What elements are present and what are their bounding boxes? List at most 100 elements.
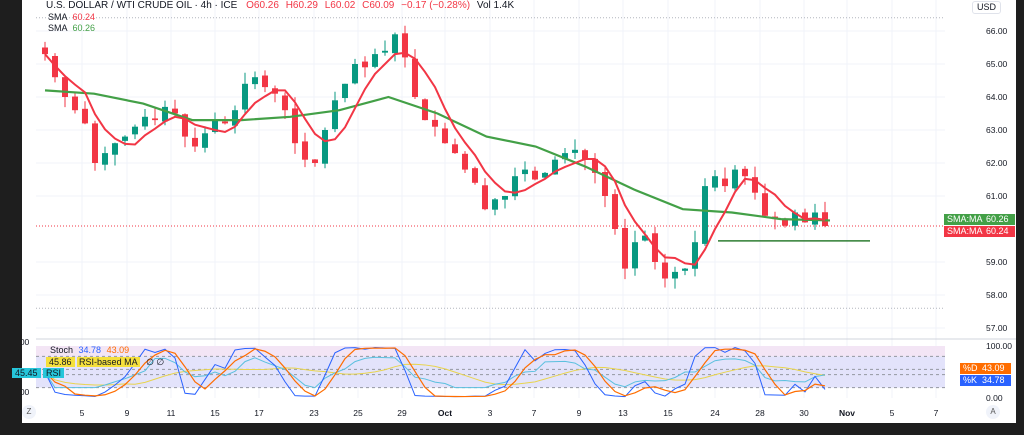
candle-body: [572, 149, 578, 153]
candle-body: [362, 61, 368, 68]
candle-body: [262, 75, 268, 88]
rsi-line: [44, 356, 826, 389]
candle-body: [152, 118, 158, 121]
d-tag-value: 43.09: [979, 363, 1011, 374]
ohlc-change: −0.17 (−0.28%): [401, 0, 471, 11]
sma-fast-badge-value: 60.24: [983, 226, 1015, 237]
time-tick-label: Oct: [438, 408, 452, 418]
sma-fast-badge-label: SMA:MA: [944, 226, 986, 237]
k-tag: %K: [960, 375, 982, 386]
candle-body: [392, 34, 398, 54]
candle-body: [502, 196, 508, 200]
candle-body: [432, 119, 438, 127]
rsi-ma-legend[interactable]: 45.86 RSI-based MA ∅ ∅: [46, 357, 164, 368]
stoch-k-value: 34.78: [78, 345, 102, 355]
rsi-legend[interactable]: 45.45 RSI: [12, 368, 65, 378]
candle-body: [802, 212, 808, 223]
time-tick-label: 7: [532, 408, 537, 418]
rsi-tick-label: 75.00: [22, 337, 30, 347]
candle-body: [302, 141, 308, 160]
candle-body: [762, 193, 768, 216]
rsi-ma-line: [44, 363, 826, 386]
rsi-axis-tag: 45.45: [12, 368, 41, 378]
candle-body: [322, 130, 328, 164]
candle-body: [602, 172, 608, 196]
stoch-legend[interactable]: Stoch 34.78 43.09: [50, 345, 129, 355]
ohlc-close: C60.09: [362, 0, 395, 11]
candle-body: [532, 170, 538, 180]
time-tick-label: 15: [663, 408, 673, 418]
z-button[interactable]: Z: [22, 405, 36, 419]
sma-fast-legend[interactable]: SMA 60.24: [48, 12, 95, 22]
price-tick-label: 66.00: [986, 26, 1008, 36]
candle-body: [62, 77, 68, 97]
candle-body: [312, 159, 318, 163]
candle-body: [92, 123, 98, 163]
sma-slow-badge-label: SMA:MA: [944, 214, 986, 225]
price-tick-label: 57.00: [986, 323, 1008, 333]
candle-body: [232, 110, 238, 126]
time-tick-label: 9: [577, 408, 582, 418]
candle-body: [402, 33, 408, 58]
ohlc-high: H60.29: [285, 0, 318, 11]
stoch-tick-label: 0.00: [986, 393, 1003, 403]
time-tick-label: 23: [309, 408, 319, 418]
candle-body: [442, 128, 448, 144]
auto-scale-button[interactable]: A: [986, 405, 1000, 419]
price-tick-label: 59.00: [986, 257, 1008, 267]
candle-body: [42, 47, 48, 55]
time-tick-label: 25: [353, 408, 363, 418]
candle-body: [522, 169, 528, 175]
candle-body: [632, 242, 638, 269]
ohlc-open: O60.26: [246, 0, 279, 11]
candle-body: [252, 77, 258, 85]
candle-body: [712, 176, 718, 188]
sma-label: SMA: [48, 23, 68, 33]
k-tag-value: 34.78: [979, 375, 1011, 386]
volume: Vol 1.4K: [476, 0, 515, 11]
candle-body: [112, 143, 118, 155]
time-tick-label: 13: [618, 408, 628, 418]
candle-body: [462, 153, 468, 170]
chart-canvas[interactable]: 66.00 65.00 64.00 63.00 62.00 61.00 59.00 58.00…: [22, 0, 1016, 423]
sma-slow-line: [44, 89, 831, 222]
price-tick-label: 64.00: [986, 92, 1008, 102]
sma-fast-line: [44, 51, 826, 266]
candle-body: [512, 176, 518, 197]
sma-label: SMA: [48, 12, 68, 22]
candle-body: [172, 108, 178, 114]
candle-body: [282, 95, 288, 111]
stoch-d-value: 43.09: [106, 345, 130, 355]
candle-body: [722, 178, 728, 187]
stoch-band: [36, 356, 945, 388]
price-tick-label: 65.00: [986, 59, 1008, 69]
sma-slow-legend[interactable]: SMA 60.26: [48, 23, 95, 33]
candle-body: [612, 194, 618, 229]
time-tick-label: 9: [125, 408, 130, 418]
candle-body: [702, 186, 708, 244]
candle-body: [212, 120, 218, 133]
ohlc-low: L60.02: [324, 0, 356, 11]
candle-body: [192, 137, 198, 147]
candle-body: [122, 136, 128, 141]
candle-body: [642, 235, 648, 241]
currency-button[interactable]: USD: [972, 1, 1002, 14]
candle-body: [292, 108, 298, 144]
candle-body: [342, 83, 348, 99]
stoch-tick-label: 100.00: [986, 341, 1012, 351]
candle-body: [202, 133, 208, 148]
candle-body: [222, 121, 228, 124]
candle-body: [142, 116, 148, 127]
time-tick-label: 3: [488, 408, 493, 418]
candle-body: [72, 96, 78, 111]
d-tag: %D: [960, 363, 982, 374]
candle-body: [482, 185, 488, 210]
stoch-d-line: [44, 347, 826, 398]
overbought-zone: [36, 346, 945, 357]
rsi-ma-axis-tag: 45.86: [46, 357, 75, 367]
candle-body: [742, 168, 748, 177]
rsi-label: RSI: [43, 368, 65, 378]
candle-body: [382, 50, 388, 53]
time-tick-label: 15: [210, 408, 220, 418]
candle-body: [472, 168, 478, 183]
